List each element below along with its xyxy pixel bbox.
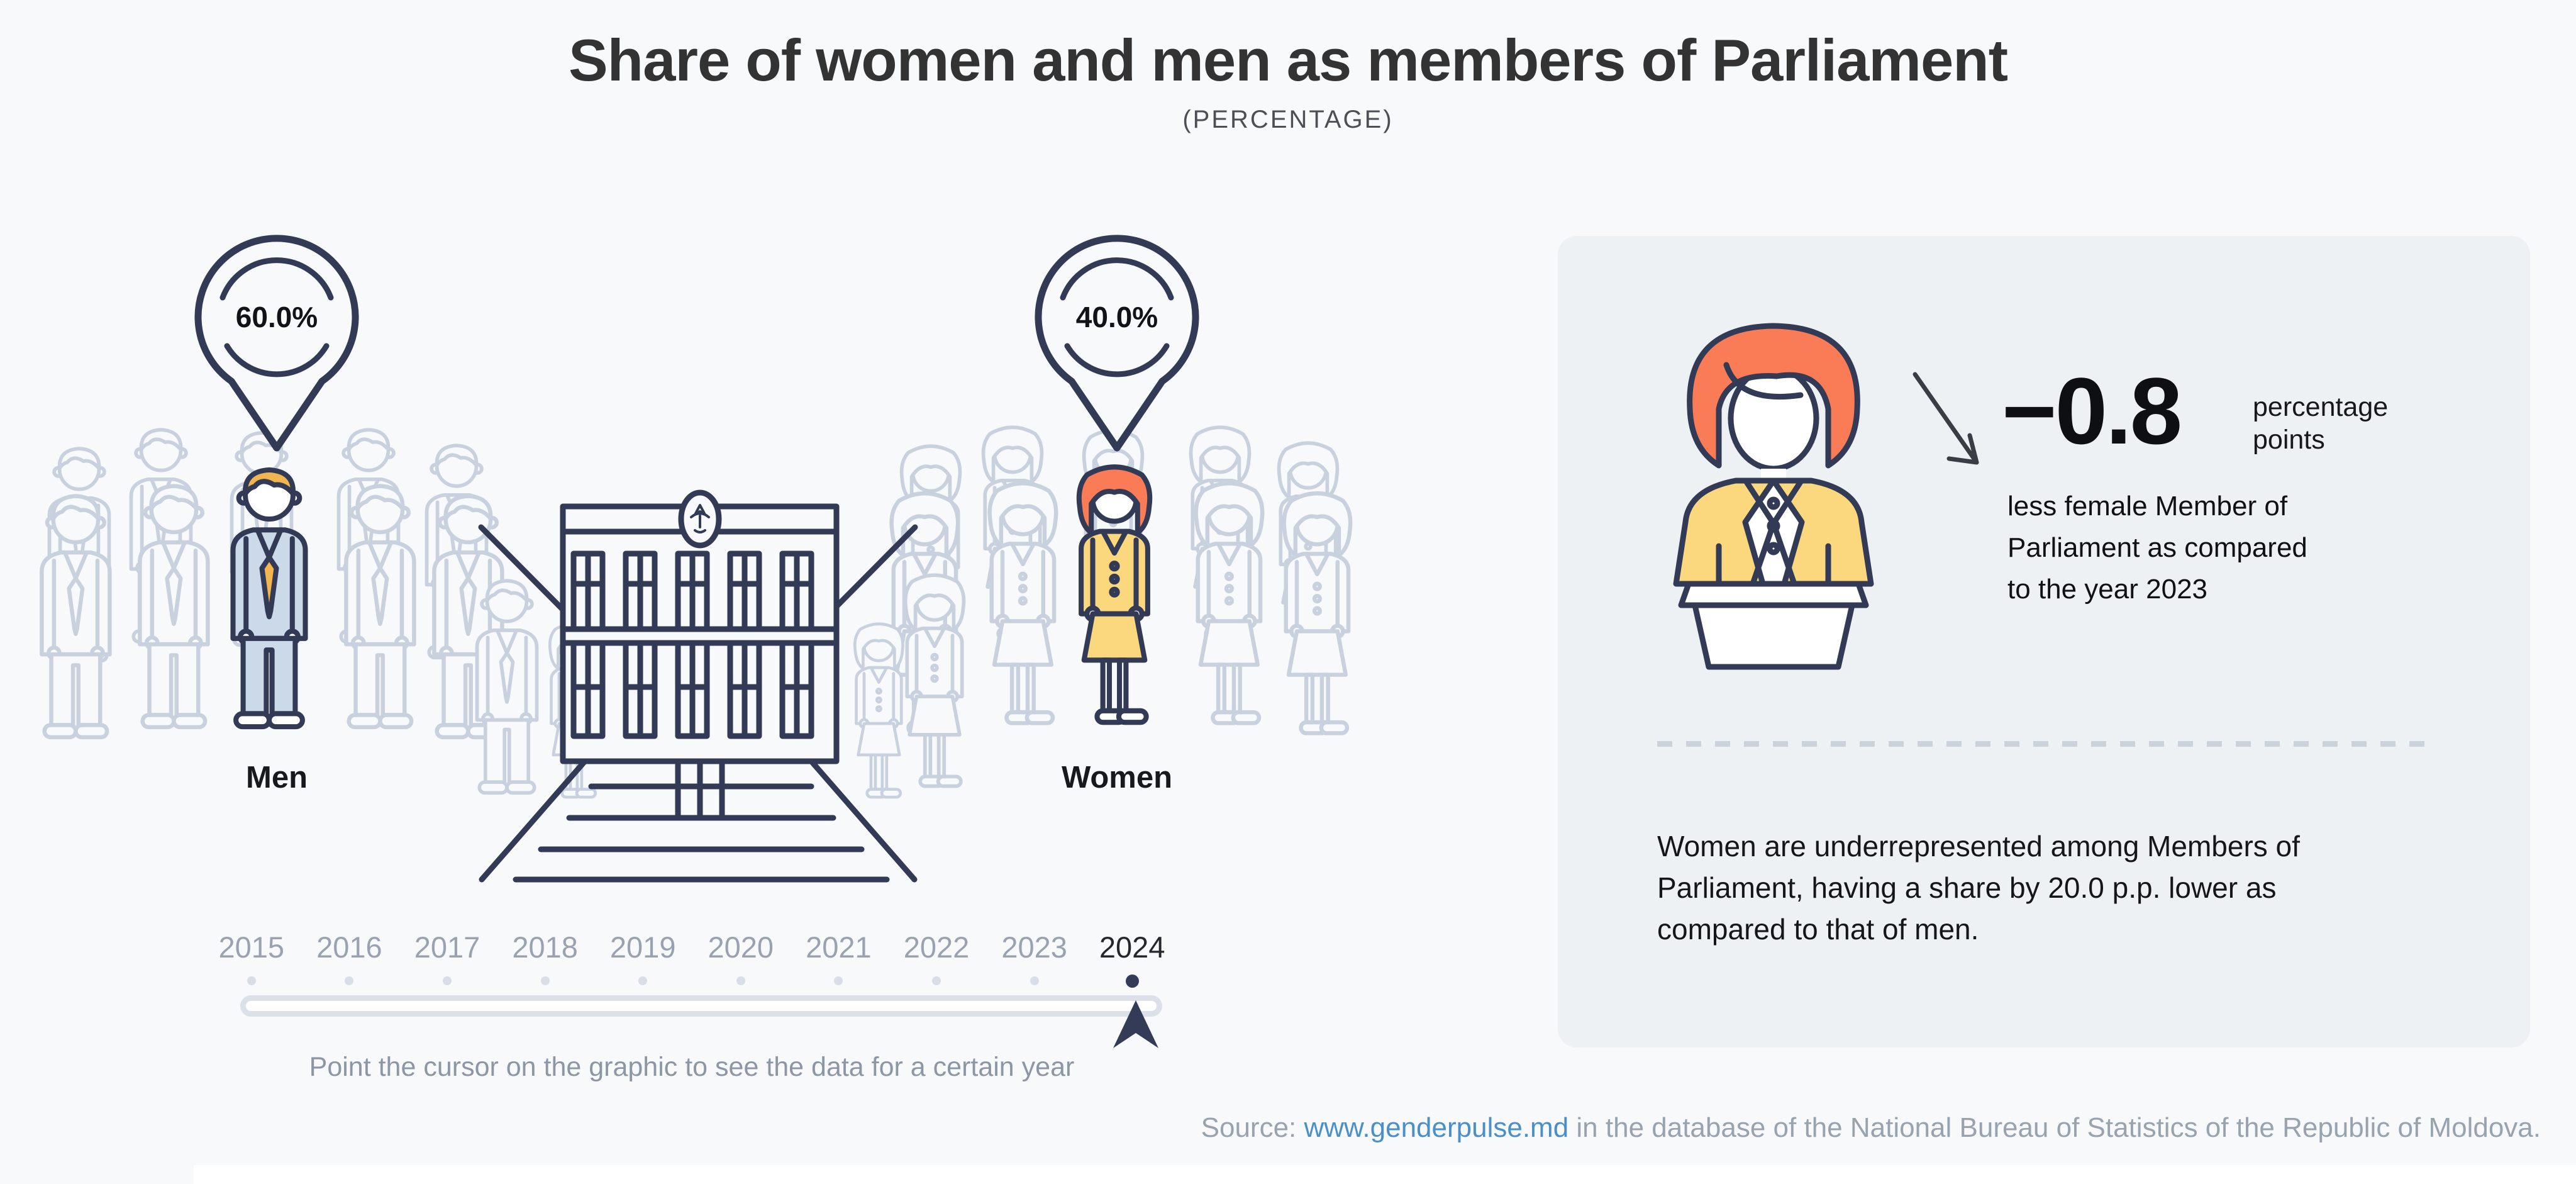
timeline-dot[interactable] [790,974,888,988]
timeline-year-2021[interactable]: 2021 [806,930,872,964]
emblem-eagle-icon [690,504,710,533]
timeline-dot[interactable] [692,974,790,988]
decline-arrow-icon [1913,372,1979,465]
men-group-label: Men [246,761,308,795]
woman-at-podium-icon [1673,323,1874,670]
timeline-dot[interactable] [398,974,496,988]
timeline-dot[interactable] [985,974,1084,988]
delta-description: less female Member of Parliament as comp… [2007,491,2307,605]
timeline-dot[interactable] [301,974,399,988]
timeline-year-2023[interactable]: 2023 [1001,930,1067,964]
source-suffix: in the database of the National Bureau o… [1568,1112,2541,1143]
parliament-building-graphic [440,489,956,883]
bottom-page-edge [194,1165,2576,1184]
timeline-year-2015[interactable]: 2015 [218,930,285,964]
timeline-dot[interactable] [496,974,594,988]
highlighted-woman-figure [1079,467,1150,722]
timeline-dots [203,974,1181,988]
source-line: Source: www.genderpulse.md in the databa… [1201,1112,2541,1144]
timeline-year-2022[interactable]: 2022 [903,930,970,964]
timeline-year-2020[interactable]: 2020 [708,930,774,964]
delta-value: −0.8 [2002,358,2182,464]
women-share-pin[interactable]: 40.0% [1029,221,1205,461]
timeline-dot[interactable] [594,974,692,988]
timeline-hint: Point the cursor on the graphic to see t… [309,1052,1075,1082]
timeline-dot-selected[interactable] [1083,974,1181,988]
timeline-dot[interactable] [887,974,985,988]
delta-unit: percentage points [2253,392,2389,455]
source-prefix: Source: [1201,1112,1304,1143]
timeline-year-2024-selected[interactable]: 2024 [1099,930,1165,964]
timeline-year-2018[interactable]: 2018 [512,930,578,964]
timeline-dot[interactable] [203,974,301,988]
building-steps [513,783,890,883]
building-windows [560,550,840,739]
timeline-year-2019[interactable]: 2019 [609,930,676,964]
women-share-value: 40.0% [1076,301,1158,333]
page-subtitle: (PERCENTAGE) [1182,106,1394,133]
timeline-cursor-icon[interactable] [1112,999,1160,1051]
timeline-years: 2015 2016 2017 2018 2019 2020 2021 2022 … [203,930,1181,964]
timeline-year-2016[interactable]: 2016 [316,930,382,964]
source-link[interactable]: www.genderpulse.md [1304,1112,1569,1143]
timeline-year-2017[interactable]: 2017 [414,930,480,964]
summary-text: Women are underrepresented among Members… [1657,830,2300,946]
timeline-slider-track[interactable] [240,995,1162,1017]
dashed-divider [1657,741,2437,747]
men-share-value: 60.0% [236,301,318,333]
men-share-pin[interactable]: 60.0% [189,221,365,461]
women-group-label: Women [1061,761,1173,795]
page-title: Share of women and men as members of Par… [568,27,2008,93]
